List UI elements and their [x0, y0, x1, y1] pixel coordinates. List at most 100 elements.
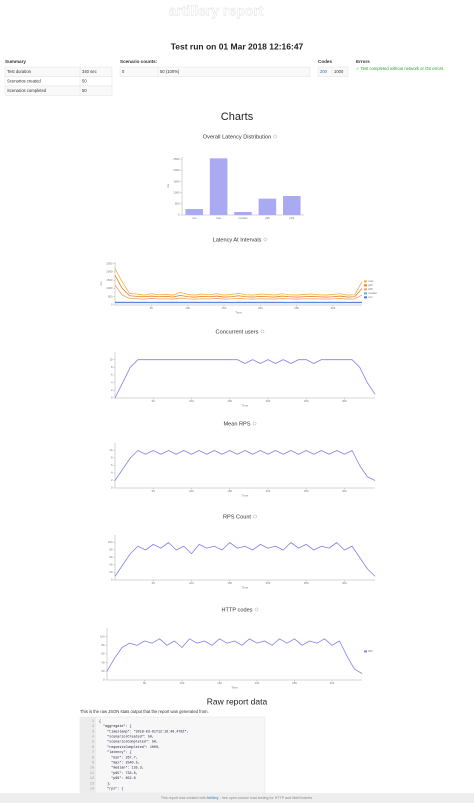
x-axis-label: Time — [231, 685, 238, 689]
line-number: 12 — [90, 777, 94, 781]
x-tick-label: 250 — [294, 306, 299, 310]
footer-text-part: - free open-source load-testing for HTTP… — [219, 796, 314, 800]
code-line: { — [99, 719, 101, 724]
info-icon — [263, 237, 268, 242]
line-number: 5 — [92, 741, 94, 745]
y-tick-label: 0 — [111, 486, 113, 490]
x-tick-label: 300 — [331, 306, 336, 310]
charts-heading: Charts — [221, 111, 254, 123]
legend-label: max — [368, 279, 374, 283]
table-cell: 0 — [122, 69, 125, 74]
info-icon — [260, 329, 265, 334]
series-line — [114, 284, 363, 300]
y-tick-label: 60 — [109, 555, 113, 559]
legend-swatch — [364, 292, 367, 295]
y-tick-label: 40 — [101, 660, 105, 664]
x-tick-label: 50 — [143, 681, 147, 685]
chart-title: RPS Count — [223, 514, 251, 520]
legend-label: p95 — [368, 287, 373, 291]
code-line: "requestsCompleted": 1000, — [99, 745, 160, 750]
code-gutter — [80, 717, 96, 793]
code-line: "latency": { — [99, 750, 132, 755]
y-tick-label: 2500 — [106, 261, 113, 265]
x-tick-label: 150 — [227, 489, 232, 493]
x-tick-label: 100 — [189, 399, 194, 403]
chart-title: Overall Latency Distribution — [203, 134, 271, 140]
legend-label: median — [368, 291, 378, 295]
footer-text: This report was created with Artillery -… — [161, 796, 313, 800]
x-tick-label: 300 — [330, 681, 335, 685]
x-tick-label: 200 — [266, 581, 271, 585]
y-tick-label: 2 — [111, 478, 113, 482]
y-tick-label: 500 — [108, 294, 113, 298]
legend-swatch — [364, 284, 367, 287]
code-line: "median": 135.3, — [99, 766, 144, 771]
line-number: 7 — [92, 751, 94, 755]
table-cell: Test duration — [7, 69, 32, 74]
brand: artillery report — [169, 3, 264, 19]
y-tick-label: 20 — [101, 669, 105, 673]
x-tick-label: max — [216, 216, 222, 220]
code-line: "timestamp": "2018-03-01T12:16:49.479Z", — [99, 729, 189, 734]
x-tick-label: 100 — [180, 681, 185, 685]
y-tick-label: 6 — [111, 373, 113, 377]
y-tick-label: 2000 — [106, 270, 113, 274]
x-tick-label: 100 — [189, 489, 194, 493]
x-tick-label: 50 — [152, 399, 156, 403]
x-tick-label: 250 — [292, 681, 297, 685]
series-line — [114, 268, 363, 296]
y-tick-label: 40 — [109, 563, 113, 567]
errors-message: ✓ Test completed without network or OS e… — [356, 66, 444, 71]
x-tick-label: 250 — [304, 489, 309, 493]
x-tick-label: 150 — [227, 399, 232, 403]
info-icon — [254, 607, 259, 612]
x-tick-label: p99 — [289, 216, 294, 220]
line-number: 9 — [92, 761, 94, 765]
y-tick-label: 10 — [109, 357, 113, 361]
x-axis-label: Time — [242, 585, 249, 589]
line-number: 2 — [92, 725, 94, 729]
y-tick-label: 0 — [111, 578, 113, 582]
x-tick-label: 300 — [342, 399, 347, 403]
y-tick-label: 60 — [101, 652, 105, 656]
x-tick-label: min — [192, 216, 197, 220]
footer-link[interactable]: Artillery — [207, 796, 219, 800]
legend-swatch — [364, 288, 367, 291]
series-line — [114, 359, 376, 399]
info-icon — [253, 514, 257, 519]
y-tick-label: 20 — [109, 570, 113, 574]
y-tick-label: 6 — [111, 463, 113, 467]
legend-label: p99 — [368, 283, 373, 287]
footer-text-part: This report was created with — [161, 796, 207, 800]
raw-heading: Raw report data — [207, 696, 268, 706]
code-line: "max": 2540.5, — [99, 760, 140, 765]
x-tick-label: 200 — [266, 489, 271, 493]
y-tick-label: 1500 — [106, 278, 113, 282]
code-line: }, — [99, 781, 111, 786]
x-tick-label: median — [238, 216, 248, 220]
errors-heading: Errors — [356, 59, 370, 64]
table-row — [317, 66, 349, 77]
y-tick-label: 10 — [109, 448, 113, 452]
line-number: 11 — [90, 772, 94, 776]
y-axis-label: ms — [99, 281, 103, 285]
table-cell: 340 sec — [82, 69, 97, 74]
code-line: "p95": 733.8, — [99, 771, 138, 776]
series-line — [114, 450, 376, 481]
series-line — [114, 542, 376, 577]
line-number: 4 — [92, 735, 94, 739]
y-tick-label: 2000 — [173, 168, 180, 172]
code-line: "rps": { — [99, 786, 123, 791]
x-tick-label: 100 — [189, 581, 194, 585]
x-tick-label: p95 — [265, 216, 270, 220]
table-cell: 50 — [82, 88, 87, 93]
chart-title: Latency At Intervals — [213, 237, 262, 243]
x-tick-label: 300 — [342, 489, 347, 493]
table-heading: Codes — [318, 59, 332, 64]
code-line: "aggregate": { — [99, 724, 132, 729]
line-number: 10 — [90, 767, 94, 771]
legend-label: 200 — [368, 649, 373, 653]
legend-swatch — [364, 650, 367, 653]
